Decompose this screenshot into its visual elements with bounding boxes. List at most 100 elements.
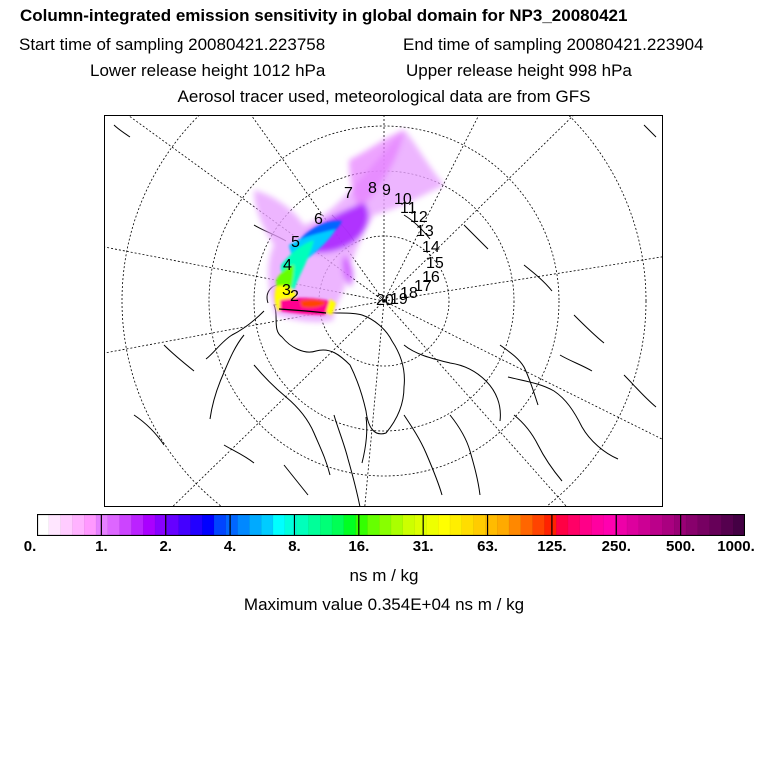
day-marker: 10: [394, 191, 412, 208]
upper-release-label: Upper release height 998 hPa: [406, 61, 632, 80]
colorbar-cell: [296, 514, 310, 536]
day-marker: 7: [344, 185, 353, 202]
colorbar-cell: [662, 514, 675, 536]
colorbar-cell: [225, 514, 239, 536]
colorbar-major-dividers: [100, 514, 682, 536]
colorbar-tick-label: 8.: [288, 538, 301, 555]
day-marker: 12: [410, 209, 428, 226]
colorbar-cell: [697, 514, 711, 536]
colorbar-cell: [449, 514, 463, 536]
sensitivity-map: 2 3 4 5 6 7 8 9 10 11 12 13 14 15 16 17 …: [104, 115, 663, 507]
colorbar-cell: [249, 514, 262, 536]
colorbar-cell: [272, 514, 286, 536]
colorbar-cell: [143, 514, 156, 536]
colorbar-cell: [72, 514, 85, 536]
colorbar-tick-label: 1.: [95, 538, 108, 555]
colorbar-cell: [603, 514, 616, 536]
colorbar-cell: [355, 514, 369, 536]
colorbar-cell: [638, 514, 652, 536]
colorbar-cell: [544, 514, 557, 536]
colorbar-tick-label: 2.: [159, 538, 172, 555]
colorbar-tick-label: 4.: [223, 538, 237, 555]
day-marker: 20: [376, 292, 394, 309]
day-marker: 17: [414, 278, 432, 295]
colorbar-frame: [37, 514, 745, 536]
colorbar-cell: [284, 514, 298, 536]
colorbar-tick-label: 0.: [23, 538, 37, 555]
colorbar-cell: [119, 514, 133, 536]
colorbar-cell: [166, 514, 180, 536]
colorbar-cell: [261, 514, 274, 536]
chart-title: Column-integrated emission sensitivity i…: [20, 6, 628, 25]
colorbar-tick-label: 250.: [601, 538, 631, 555]
day-marker: 15: [426, 255, 444, 272]
colorbar-cell: [190, 514, 203, 536]
colorbar-cell: [615, 514, 628, 536]
colorbar-cell: [48, 514, 62, 536]
day-marker: 4: [283, 257, 292, 274]
lower-release-label: Lower release height 1012 hPa: [90, 61, 326, 80]
day-marker: 5: [291, 234, 300, 251]
day-marker: 8: [368, 180, 377, 197]
colorbar-tick-label: 1000.: [717, 538, 755, 555]
colorbar-cell: [402, 514, 416, 536]
colorbar-cell: [650, 514, 664, 536]
colorbar-cell: [733, 514, 745, 536]
colorbar-cell: [95, 514, 109, 536]
colorbar-cells: [37, 514, 745, 536]
day-marker: 18: [400, 285, 418, 302]
colorbar-cell: [343, 514, 357, 536]
colorbar-cell: [367, 514, 380, 536]
day-marker: 19: [390, 291, 408, 308]
colorbar-cell: [331, 514, 345, 536]
colorbar-cell: [497, 514, 510, 536]
colorbar-tick-label: 16.: [348, 538, 370, 555]
colorbar-cell: [84, 514, 97, 536]
colorbar-cell: [213, 514, 227, 536]
colorbar-cell: [202, 514, 215, 536]
colorbar-tick-label: 31.: [412, 538, 434, 555]
colorbar-cell: [591, 514, 605, 536]
colorbar-cell: [721, 514, 734, 536]
day-marker: 14: [422, 239, 440, 256]
colorbar-tick-label: 125.: [537, 538, 567, 555]
colorbar-cell: [390, 514, 404, 536]
colorbar-cell: [461, 514, 475, 536]
colorbar-cell: [532, 514, 546, 536]
colorbar-tick-label: 500.: [666, 538, 696, 555]
colorbar-cell: [107, 514, 121, 536]
unit-label: ns m / kg: [349, 566, 419, 585]
colorbar-cell: [556, 514, 569, 536]
colorbar-cell: [626, 514, 640, 536]
start-time-label: Start time of sampling 20080421.223758: [19, 35, 326, 54]
day-marker: 16: [422, 269, 440, 286]
sensitivity-plume: [254, 130, 444, 323]
day-marker: 13: [416, 223, 434, 240]
day-marker: 9: [382, 182, 391, 199]
end-time-label: End time of sampling 20080421.223904: [403, 35, 704, 54]
day-marker: 11: [400, 200, 417, 217]
colorbar-cell: [685, 514, 699, 536]
colorbar-cell: [426, 514, 439, 536]
colorbar-cell: [308, 514, 321, 536]
colorbar-cell: [579, 514, 593, 536]
colorbar-cell: [237, 514, 251, 536]
colorbar: [37, 514, 745, 536]
colorbar-cell: [178, 514, 192, 536]
colorbar-tick-label: 63.: [477, 538, 498, 555]
max-value-label: Maximum value 0.354E+04 ns m / kg: [243, 595, 525, 614]
day-marker: 3: [282, 282, 291, 299]
colorbar-cell: [709, 514, 723, 536]
tracer-label: Aerosol tracer used, meteorological data…: [177, 87, 591, 106]
colorbar-cell: [320, 514, 333, 536]
colorbar-cell: [414, 514, 428, 536]
colorbar-cell: [508, 514, 522, 536]
colorbar-cell: [131, 514, 144, 536]
day-markers: 2 3 4 5 6 7 8 9 10 11 12 13 14 15 16 17 …: [282, 180, 444, 309]
colorbar-cell: [60, 514, 74, 536]
colorbar-cell: [379, 514, 392, 536]
colorbar-cell: [520, 514, 534, 536]
day-marker: 2: [290, 288, 299, 305]
colorbar-cell: [473, 514, 487, 536]
colorbar-cell: [37, 514, 50, 536]
